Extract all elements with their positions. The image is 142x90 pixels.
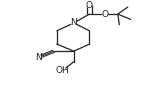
Ellipse shape bbox=[87, 2, 92, 8]
Ellipse shape bbox=[58, 68, 67, 74]
Text: N: N bbox=[35, 53, 42, 62]
Text: N: N bbox=[70, 18, 77, 27]
Text: O: O bbox=[102, 10, 109, 19]
Ellipse shape bbox=[36, 54, 41, 60]
Ellipse shape bbox=[102, 11, 108, 17]
Text: OH: OH bbox=[56, 66, 69, 75]
Text: O: O bbox=[86, 1, 93, 10]
Ellipse shape bbox=[71, 20, 77, 26]
